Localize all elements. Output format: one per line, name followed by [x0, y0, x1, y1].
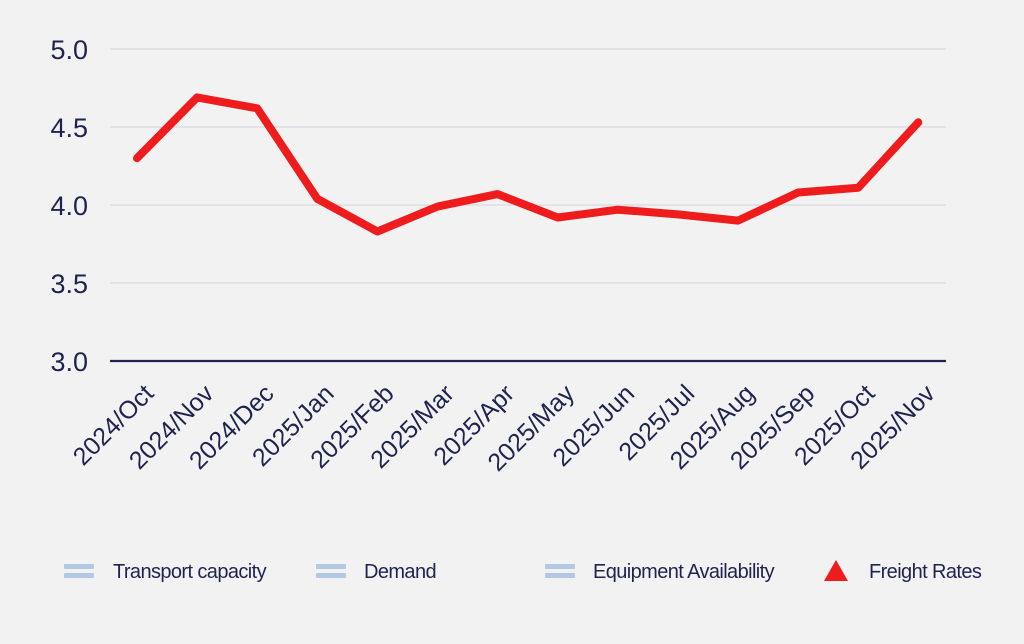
legend: Transport capacity Demand Equipment Availa…	[64, 560, 982, 583]
y-tick-label: 4.0	[50, 191, 88, 221]
y-tick-label: 5.0	[50, 35, 88, 65]
legend-marker-bar	[545, 573, 575, 578]
y-axis-ticks: 3.0 3.5 4.0 4.5 5.0	[50, 35, 88, 377]
legend-item: Transport capacity	[64, 561, 267, 583]
legend-marker-bar	[316, 573, 346, 578]
x-axis-ticks: 2024/Oct2024/Nov2024/Dec2025/Jan2025/Feb…	[68, 379, 941, 477]
legend-marker-bar	[545, 564, 575, 569]
series-lines	[133, 93, 923, 236]
y-tick-label: 3.5	[50, 269, 88, 299]
legend-marker-bar	[64, 573, 94, 578]
legend-marker-bar	[316, 564, 346, 569]
y-tick-label: 4.5	[50, 113, 88, 143]
y-tick-label: 3.0	[50, 347, 88, 377]
legend-marker-bar	[64, 564, 94, 569]
series-line-freight-rates	[133, 93, 923, 236]
legend-label: Demand	[364, 561, 436, 583]
legend-label: Transport capacity	[113, 561, 267, 583]
legend-item: Equipment Availability	[545, 561, 775, 583]
legend-item: Demand	[316, 561, 437, 583]
legend-label: Freight Rates	[869, 561, 982, 583]
legend-item: Freight Rates	[824, 560, 982, 583]
legend-marker-triangle	[824, 560, 848, 581]
legend-label: Equipment Availability	[593, 561, 775, 583]
